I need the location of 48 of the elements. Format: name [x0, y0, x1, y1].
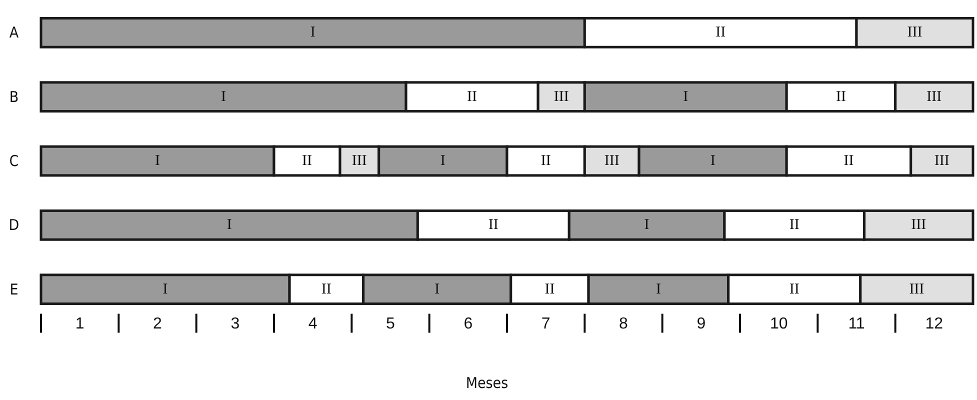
data-label: I: [683, 88, 688, 105]
x-tick-label: 8: [619, 315, 628, 332]
data-label: III: [909, 281, 924, 298]
x-tick-label: 4: [308, 315, 318, 332]
data-label: II: [844, 153, 854, 169]
data-label: I: [434, 281, 440, 298]
data-label: III: [604, 153, 620, 169]
data-label: II: [544, 281, 555, 298]
data-label: I: [162, 281, 168, 298]
x-tick-label: 9: [696, 315, 706, 332]
y-tick-label: B: [9, 88, 19, 106]
data-label: III: [554, 88, 569, 105]
data-label: II: [467, 88, 478, 105]
data-label: I: [710, 153, 716, 169]
data-label: II: [540, 153, 551, 169]
x-tick-label: 2: [153, 315, 162, 332]
data-label: II: [321, 281, 332, 298]
x-tick-label: 10: [770, 315, 788, 332]
y-tick-label: A: [9, 24, 20, 42]
x-tick-label: 11: [848, 315, 865, 332]
data-label: II: [836, 88, 846, 105]
data-label: I: [155, 153, 160, 169]
data-label: I: [440, 153, 446, 169]
data-label: I: [656, 281, 661, 298]
x-tick-label: 6: [464, 315, 473, 332]
y-tick-label: E: [10, 280, 18, 298]
data-label: I: [310, 24, 316, 41]
data-label: II: [488, 217, 498, 234]
data-label: III: [934, 153, 950, 169]
data-label: II: [716, 24, 726, 41]
data-label: III: [907, 24, 922, 41]
data-label: II: [789, 281, 800, 298]
x-tick-label: 7: [541, 315, 550, 332]
x-tick-label: 5: [386, 315, 396, 332]
data-label: I: [221, 88, 226, 105]
x-tick-label: 12: [925, 315, 944, 332]
y-tick-label: D: [8, 216, 20, 234]
data-label: II: [302, 153, 312, 169]
x-tick-label: 3: [230, 315, 240, 332]
x-tick-label: 1: [75, 315, 84, 332]
y-tick-label: C: [9, 152, 19, 170]
data-label: III: [352, 153, 367, 169]
data-label: III: [926, 88, 942, 105]
x-axis-title: Meses: [466, 374, 508, 392]
data-label: I: [644, 217, 650, 234]
data-label: I: [226, 217, 232, 234]
data-label: II: [789, 217, 800, 234]
data-label: III: [911, 217, 926, 234]
